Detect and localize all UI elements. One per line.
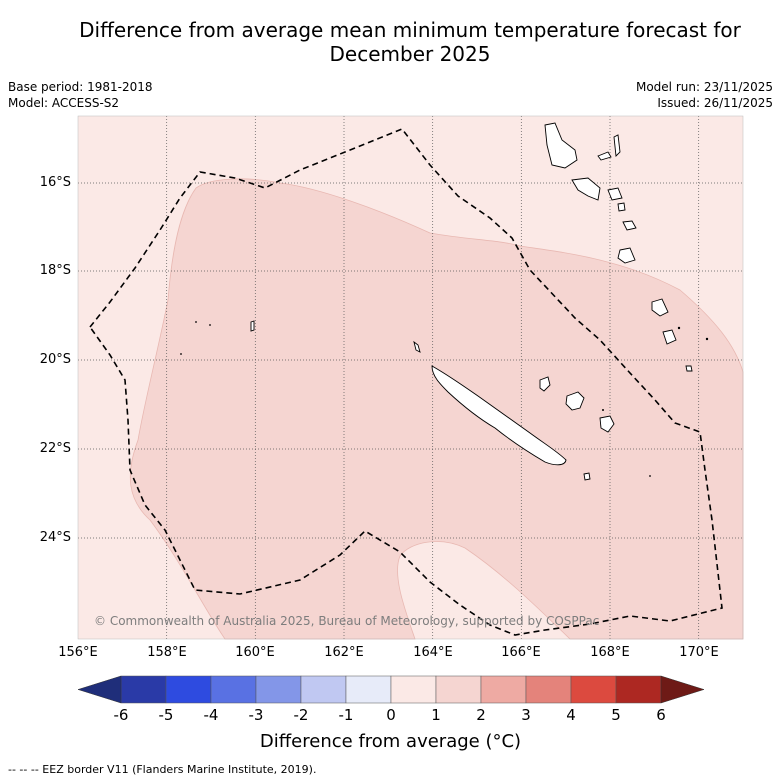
lat-label-20s: 20°S [39, 352, 71, 367]
colorbar-high-extend [660, 675, 705, 704]
colorbar-title: Difference from average (°C) [259, 731, 522, 752]
islet-6 [649, 475, 651, 477]
belep-island [413, 340, 421, 353]
map-frame [77, 115, 744, 640]
issued-date: Issued: 26/11/2025 [657, 96, 773, 110]
erromango [617, 247, 636, 264]
lifou-island [565, 391, 585, 411]
efate [622, 220, 637, 231]
colorbar-tick-label: -3 [248, 706, 264, 724]
espiritu-santo [544, 122, 578, 169]
lon-label-168e: 168°E [590, 645, 630, 660]
small-islet-a [685, 365, 693, 372]
colorbar-segment [525, 675, 572, 704]
colorbar-segment [390, 675, 437, 704]
ouvea-island [539, 376, 551, 392]
meta-right: Model run: 23/11/2025 Issued: 26/11/2025 [636, 79, 773, 111]
lon-label-160e: 160°E [235, 645, 275, 660]
colorbar-segment [255, 675, 302, 704]
colorbar-segment [210, 675, 257, 704]
anomaly-region-1-2 [129, 178, 744, 640]
colorbar-tick-label: 5 [611, 706, 621, 724]
colorbar [77, 675, 705, 704]
islet-2 [209, 324, 211, 326]
lon-label-170e: 170°E [679, 645, 719, 660]
chart-title-line1: Difference from average mean minimum tem… [79, 18, 741, 42]
colorbar-segment [345, 675, 392, 704]
colorbar-segment [300, 675, 347, 704]
islet-1 [195, 321, 197, 323]
coastlines [250, 122, 693, 481]
colorbar-tick-label: 0 [386, 706, 396, 724]
malakula [571, 177, 601, 201]
colorbar-segment [570, 675, 617, 704]
lon-label-162e: 162°E [324, 645, 364, 660]
vanuatu-island-d [617, 202, 626, 212]
colorbar-segment [615, 675, 662, 704]
colorbar-tick-label: 1 [431, 706, 441, 724]
colorbar-segment [435, 675, 482, 704]
chart-title-line2: December 2025 [329, 42, 491, 66]
lat-label-16s: 16°S [39, 175, 71, 190]
islet-3 [180, 353, 182, 355]
lon-label-166e: 166°E [501, 645, 541, 660]
islet-4 [677, 326, 681, 330]
isle-of-pines [583, 472, 591, 481]
colorbar-tick-label: -5 [158, 706, 174, 724]
eez-legend-note: -- -- -- EEZ border V11 (Flanders Marine… [8, 763, 317, 776]
vanuatu-island-c [607, 187, 623, 201]
chart-title: Difference from average mean minimum tem… [40, 18, 780, 66]
mare-island [599, 415, 615, 433]
vanuatu-island-b [613, 134, 621, 157]
lat-label-18s: 18°S [39, 263, 71, 278]
colorbar-tick-label: -1 [338, 706, 354, 724]
islets [180, 321, 709, 477]
graticule [78, 116, 743, 639]
islet-5 [705, 337, 709, 341]
colorbar-tick-label: -4 [203, 706, 219, 724]
colorbar-segment [480, 675, 527, 704]
vanuatu-island-a [597, 151, 612, 161]
colorbar-segment [165, 675, 212, 704]
model-name: Model: ACCESS-S2 [8, 96, 120, 110]
colorbar-tick-label: 3 [521, 706, 531, 724]
colorbar-low-extend [77, 675, 122, 704]
loyalty-north-island [651, 298, 669, 317]
colorbar-tick-label: 4 [566, 706, 576, 724]
chesterfield-island [250, 320, 255, 332]
new-caledonia-coast [431, 365, 567, 466]
colorbar-tick-label: 6 [656, 706, 666, 724]
lat-label-22s: 22°S [39, 441, 71, 456]
colorbar-tick-label: -2 [293, 706, 309, 724]
copyright-notice: © Commonwealth of Australia 2025, Bureau… [94, 614, 600, 628]
colorbar-tick-label: -6 [113, 706, 129, 724]
islet-7 [602, 409, 604, 411]
colorbar-tick-label: 2 [476, 706, 486, 724]
loyalty-south-island [662, 329, 677, 345]
lat-label-24s: 24°S [39, 530, 71, 545]
eez-border [88, 128, 723, 636]
colorbar-segment [120, 675, 167, 704]
lon-label-164e: 164°E [413, 645, 453, 660]
meta-left: Base period: 1981-2018 Model: ACCESS-S2 [8, 79, 153, 111]
base-period: Base period: 1981-2018 [8, 80, 153, 94]
lon-label-156e: 156°E [58, 645, 98, 660]
lon-label-158e: 158°E [147, 645, 187, 660]
model-run: Model run: 23/11/2025 [635, 80, 773, 94]
